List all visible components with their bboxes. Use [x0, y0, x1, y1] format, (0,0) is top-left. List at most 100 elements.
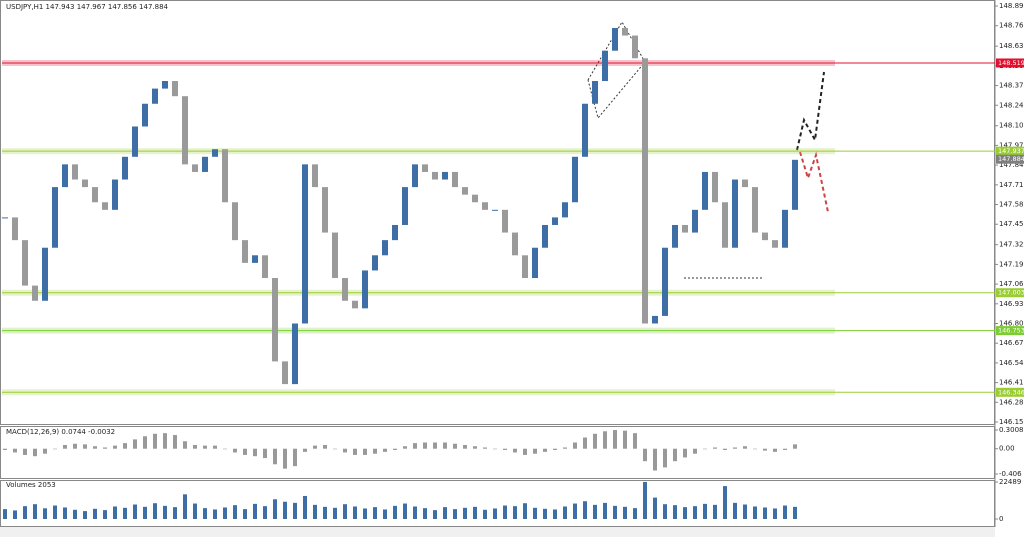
level-label: 146.346 [998, 388, 1024, 396]
macd-axis-label: 0.00 [999, 445, 1015, 453]
price-label: 147.320 [999, 241, 1024, 249]
candle [462, 187, 468, 195]
candle [452, 171, 458, 188]
candle [742, 179, 748, 188]
bull-projection [796, 71, 825, 151]
macd-bar [613, 430, 617, 449]
volume-axis-label: 0 [999, 515, 1003, 523]
volume-bar [713, 504, 717, 519]
candle [72, 164, 78, 180]
macd-bar [153, 433, 157, 449]
volume-bar [593, 504, 597, 519]
price-label: 147.455 [999, 220, 1024, 228]
volume-bar [153, 503, 157, 519]
candle [712, 171, 718, 203]
macd-bar [693, 448, 697, 454]
volume-bar [513, 506, 517, 519]
price-label: 148.370 [999, 82, 1024, 90]
candle [52, 187, 58, 248]
volume-bar [293, 502, 297, 519]
macd-bar [553, 448, 557, 450]
candle [192, 164, 198, 172]
volume-bar [363, 508, 367, 519]
price-label: 146.800 [999, 319, 1024, 327]
volume-bar [613, 505, 617, 519]
macd-bar [673, 448, 677, 462]
macd-bar [393, 448, 397, 450]
volume-bar [203, 508, 207, 519]
macd-bar [273, 448, 277, 465]
candle [652, 315, 658, 324]
candle [132, 126, 138, 157]
last-price-label: 147.884 [998, 155, 1024, 163]
level-tag [996, 146, 1024, 156]
level-label: 146.753 [998, 327, 1024, 335]
symbol-header: USDJPY,H1 147.943 147.967 147.856 147.88… [6, 3, 169, 11]
macd-bar [23, 448, 27, 455]
candle [152, 88, 158, 104]
candle [532, 247, 538, 279]
candle [572, 156, 578, 203]
volume-bar [193, 503, 197, 519]
volume-bar [313, 504, 317, 519]
level-tag [996, 326, 1024, 336]
macd-bar [223, 448, 227, 450]
macd-bar [623, 430, 627, 449]
macd-bar [363, 448, 367, 455]
candle [752, 187, 758, 233]
price-label: 148.630 [999, 42, 1024, 50]
macd-bar [563, 447, 567, 449]
macd-bar [33, 448, 37, 457]
volume-bar [563, 506, 567, 519]
price-label: 148.765 [999, 22, 1024, 30]
volume-bar [233, 505, 237, 519]
candle [482, 202, 488, 210]
candle [162, 81, 168, 89]
candle [502, 209, 508, 233]
candle [312, 164, 318, 188]
candle [222, 149, 228, 203]
macd-bar [423, 442, 427, 449]
price-label: 147.060 [999, 280, 1024, 288]
candle [182, 96, 188, 165]
volume-bar [503, 505, 507, 519]
candle [562, 202, 568, 218]
candle [602, 50, 608, 82]
volume-bar [523, 503, 527, 519]
price-label: 146.670 [999, 339, 1024, 347]
candle [232, 202, 238, 241]
candle [352, 300, 358, 309]
candle [172, 81, 178, 97]
volume-bar [103, 510, 107, 519]
candle [542, 224, 548, 248]
volume-bar [93, 508, 97, 519]
volume-bar [123, 507, 127, 519]
last-price-tag [996, 154, 1024, 164]
volume-bar [723, 486, 727, 519]
macd-bar [573, 442, 577, 449]
volume-bar [703, 503, 707, 519]
macd-bar [513, 448, 517, 453]
candle [772, 240, 778, 248]
volume-bar [743, 504, 747, 519]
volume-bar [603, 502, 607, 519]
price-label: 146.930 [999, 300, 1024, 308]
candle [472, 194, 478, 203]
price-label: 146.410 [999, 379, 1024, 387]
macd-bar [543, 448, 547, 452]
macd-bar [173, 435, 177, 449]
macd-bar [463, 444, 467, 449]
volume-bar [283, 501, 287, 519]
volume-bar [543, 508, 547, 519]
candle [522, 255, 528, 279]
volume-bar [793, 506, 797, 519]
candle [42, 247, 48, 301]
macd-bar [663, 448, 667, 468]
macd-bar [433, 442, 437, 449]
volume-bar [173, 507, 177, 519]
macd-bar [293, 448, 297, 467]
macd-bar [403, 446, 407, 449]
volume-bar [583, 501, 587, 519]
macd-bar [753, 448, 757, 450]
